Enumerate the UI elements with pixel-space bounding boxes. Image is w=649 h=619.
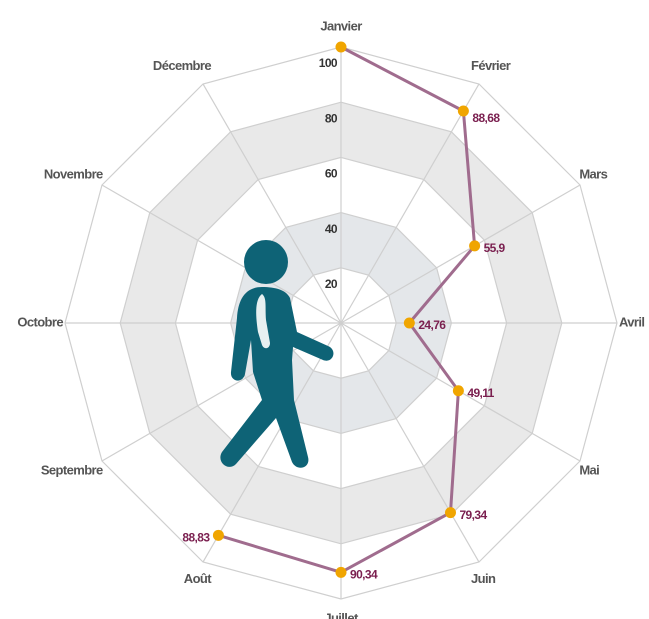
category-label: Janvier bbox=[320, 18, 362, 33]
category-label: Mai bbox=[579, 462, 599, 477]
r-tick-label: 20 bbox=[325, 277, 338, 291]
r-tick-label: 60 bbox=[325, 167, 338, 181]
data-point bbox=[403, 317, 415, 329]
value-label: 55,9 bbox=[484, 241, 506, 255]
spoke bbox=[340, 322, 480, 563]
series-line bbox=[217, 45, 477, 574]
category-label: Avril bbox=[619, 314, 644, 329]
spoke bbox=[340, 184, 581, 324]
category-label: Août bbox=[184, 571, 212, 586]
category-label: Octobre bbox=[17, 314, 63, 329]
plot: 20 40 60 80 100 Janvier Février Mars Avril Mai Jui… bbox=[17, 18, 645, 619]
walking-person-icon bbox=[220, 240, 334, 468]
category-label: Juin bbox=[471, 571, 496, 586]
category-label: Septembre bbox=[41, 462, 103, 477]
grid bbox=[64, 46, 618, 600]
data-point bbox=[335, 41, 347, 53]
r-tick-label: 100 bbox=[319, 56, 338, 70]
data-point bbox=[452, 385, 464, 397]
data-point bbox=[457, 105, 469, 117]
data-point bbox=[444, 507, 456, 519]
spoke bbox=[202, 83, 342, 324]
value-label: 49,11 bbox=[467, 386, 494, 400]
category-label: Février bbox=[471, 58, 511, 73]
value-label: 79,34 bbox=[459, 508, 487, 522]
category-label: Juillet bbox=[324, 610, 359, 619]
r-tick-label: 40 bbox=[325, 222, 338, 236]
value-label: 90,34 bbox=[350, 568, 378, 582]
data-point bbox=[335, 566, 347, 578]
data-point bbox=[212, 529, 224, 541]
value-label: 88,68 bbox=[472, 111, 500, 125]
category-label: Décembre bbox=[153, 58, 211, 73]
category-label: Novembre bbox=[44, 166, 103, 181]
r-tick-label: 80 bbox=[325, 111, 338, 125]
category-label: Mars bbox=[579, 166, 607, 181]
spoke bbox=[202, 322, 342, 563]
spoke bbox=[340, 83, 480, 324]
value-label: 88,83 bbox=[182, 530, 210, 544]
data-point bbox=[469, 240, 481, 252]
value-label: 24,76 bbox=[418, 318, 446, 332]
spoke bbox=[101, 184, 342, 324]
